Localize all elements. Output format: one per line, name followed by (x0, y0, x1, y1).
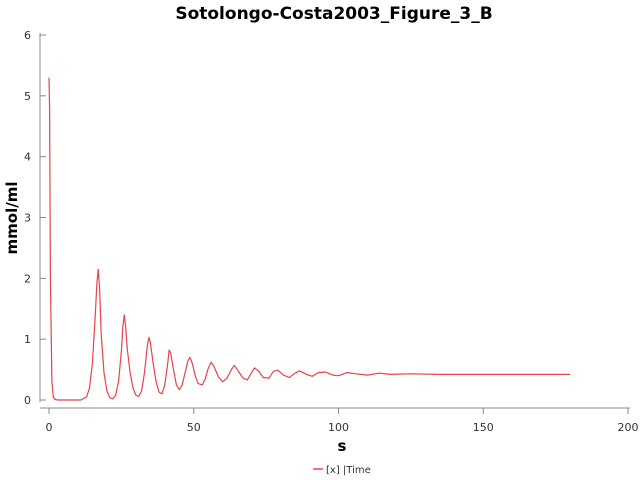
y-tick-label: 5 (24, 90, 31, 103)
x-tick-label: 100 (328, 421, 349, 434)
x-tick-label: 200 (618, 421, 639, 434)
y-tick-label: 6 (24, 29, 31, 42)
x-axis-label: s (338, 437, 347, 455)
y-tick-label: 4 (24, 151, 31, 164)
y-tick-label: 3 (24, 212, 31, 225)
legend[interactable]: [x] |Time (313, 465, 371, 476)
y-axis-label: mmol/ml (3, 182, 21, 255)
y-tick-label: 1 (24, 333, 31, 346)
x-ticks: 0 50 100 150 200 (46, 408, 639, 434)
y-tick-label: 0 (24, 394, 31, 407)
series-layer (48, 77, 571, 401)
x-tick-label: 50 (187, 421, 201, 434)
x-tick-label: 150 (473, 421, 494, 434)
legend-label: [x] |Time (326, 465, 371, 476)
plot-area (39, 33, 630, 409)
chart-title: Sotolongo-Costa2003_Figure_3_B (175, 4, 492, 24)
series-line (48, 77, 571, 401)
x-tick-label: 0 (46, 421, 53, 434)
y-ticks: 0 1 2 3 4 5 6 (24, 29, 46, 407)
y-tick-label: 2 (24, 272, 31, 285)
